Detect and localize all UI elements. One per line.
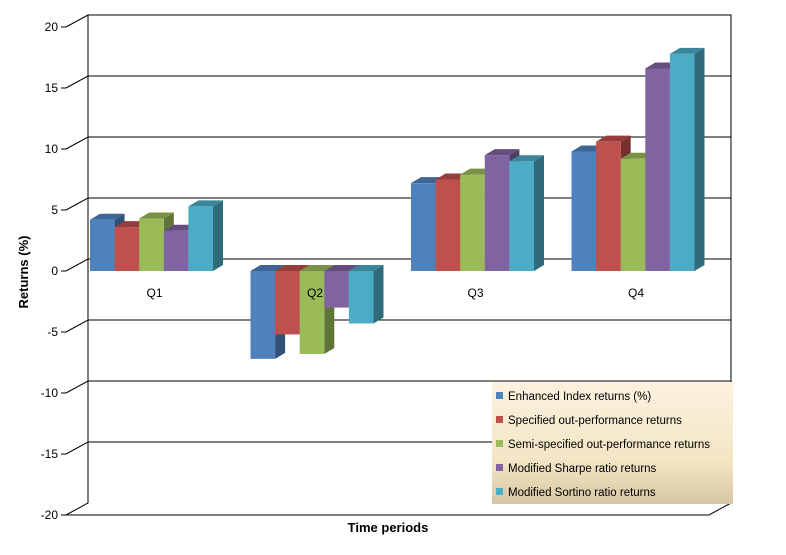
bar-front [596, 141, 621, 271]
legend-swatch [496, 392, 503, 399]
bar-front [435, 179, 461, 271]
x-axis-ticks: Q1 Q2 Q3 Q4 [146, 286, 644, 300]
x-tick-label: Q4 [628, 286, 644, 300]
legend-swatch [496, 440, 503, 447]
legend-item: Semi-specified out-performance returns [496, 439, 710, 451]
bar-front [484, 155, 510, 271]
legend-item: Enhanced Index returns (%) [496, 391, 651, 403]
bar-top [669, 47, 705, 54]
back-wall-edge [88, 14, 732, 503]
bar [669, 47, 705, 272]
bar-side [373, 265, 384, 324]
bar-top [324, 265, 359, 271]
y-tick-label: 15 [45, 81, 59, 95]
legend-swatch [496, 416, 503, 423]
bar-top [188, 200, 223, 207]
legend-label: Modified Sharpe ratio returns [508, 463, 657, 475]
legend-swatch [496, 464, 503, 471]
y-axis-ticks: -20 -15 -10 -5 0 5 10 15 20 [41, 20, 66, 522]
bar [509, 155, 544, 271]
gridlines [65, 75, 731, 455]
bar-front [275, 271, 300, 335]
bar-front [348, 271, 374, 324]
gridline [65, 75, 731, 89]
bar-front [645, 68, 670, 271]
bar-front [460, 174, 485, 271]
x-tick-label: Q2 [307, 286, 323, 300]
bar-front [411, 183, 436, 271]
bar-side [213, 200, 223, 271]
gridline [65, 319, 731, 333]
legend-item: Modified Sharpe ratio returns [496, 463, 657, 475]
bar-front [299, 271, 325, 354]
gridline [65, 136, 731, 150]
legend-swatch [496, 488, 503, 495]
y-tick-label: 5 [51, 203, 58, 217]
bar-front [571, 151, 597, 271]
gridline [65, 380, 731, 394]
legend-item: Specified out-performance returns [496, 415, 682, 427]
y-tick-label: -15 [41, 447, 59, 461]
floor-edge [66, 502, 732, 516]
bar-front [90, 219, 115, 271]
bar-front [114, 227, 140, 271]
bar-top [139, 212, 174, 219]
legend-label: Enhanced Index returns (%) [508, 391, 651, 403]
bar-top [275, 265, 310, 271]
y-axis-title: Returns (%) [16, 236, 31, 309]
bar-top [250, 265, 286, 271]
bar-front [188, 206, 213, 271]
legend-label: Semi-specified out-performance returns [508, 439, 710, 451]
bar-front [139, 218, 164, 271]
legend: Enhanced Index returns (%) Specified out-… [492, 382, 733, 504]
y-tick-label: -20 [41, 508, 59, 522]
bar-front [620, 158, 646, 271]
legend-box [492, 382, 733, 504]
x-axis-title: Time periods [348, 520, 429, 535]
x-tick-label: Q3 [467, 286, 483, 300]
y-tick-label: 20 [45, 20, 59, 34]
y-tick-label: -5 [47, 325, 58, 339]
bar-top [596, 135, 631, 142]
legend-label: Modified Sortino ratio returns [508, 487, 656, 499]
bar-top [348, 265, 384, 271]
y-tick-label: 0 [51, 264, 58, 278]
y-tick-label: -10 [41, 386, 59, 400]
bar [348, 265, 384, 324]
x-tick-label: Q1 [146, 286, 162, 300]
bar-front [669, 53, 695, 272]
bar-top [484, 149, 520, 156]
bar-front [250, 271, 276, 359]
bar-front [163, 230, 189, 271]
legend-label: Specified out-performance returns [508, 415, 682, 427]
legend-item: Modified Sortino ratio returns [496, 487, 656, 499]
bar-side [694, 47, 705, 272]
bar-front [509, 161, 534, 271]
bar-side [534, 155, 544, 271]
y-tick-label: 10 [45, 142, 59, 156]
bar-top [299, 265, 335, 271]
bar [188, 200, 223, 271]
bar-top [90, 213, 125, 220]
bar-front [324, 271, 349, 308]
bars [90, 47, 705, 359]
bar-top [509, 155, 544, 162]
